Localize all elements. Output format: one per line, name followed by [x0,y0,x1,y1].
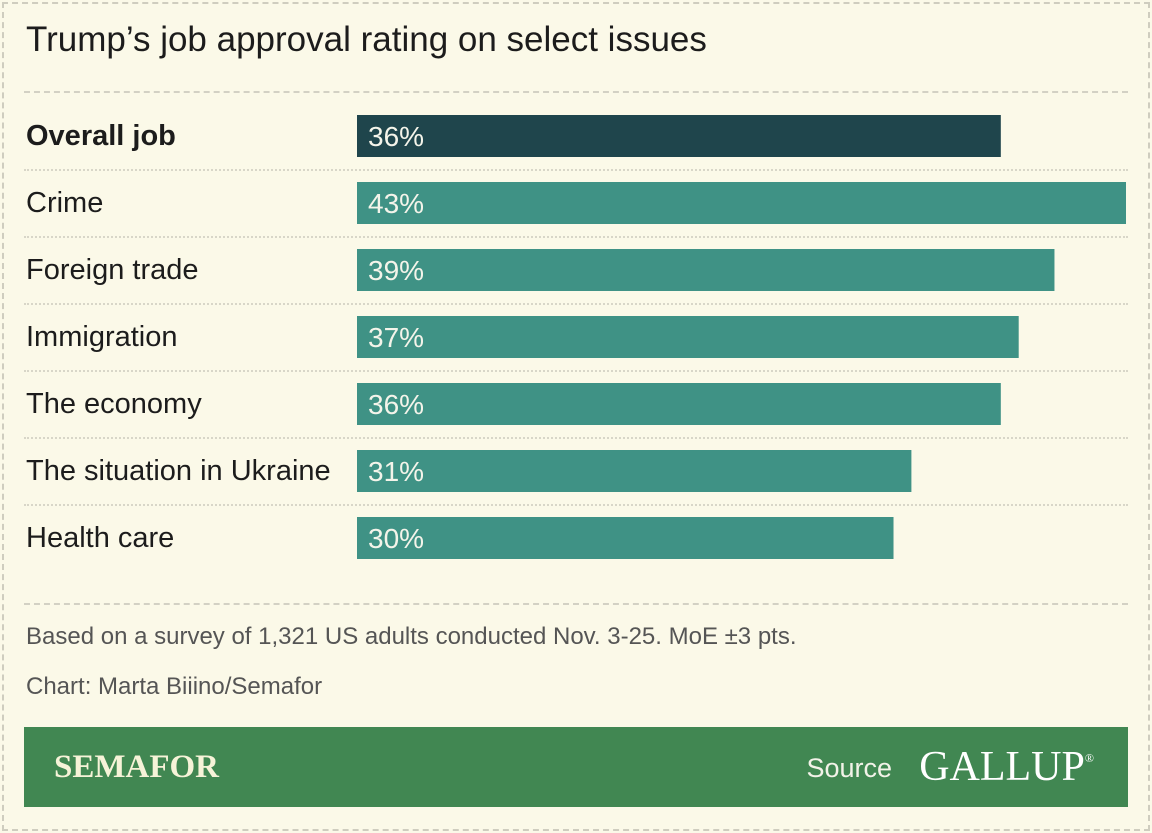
category-label: Immigration [26,321,178,353]
bar [357,383,1001,425]
value-label: 31% [368,456,424,487]
value-label: 37% [368,322,424,353]
value-label: 36% [368,121,424,152]
source-label: Source [806,753,892,783]
value-label: 43% [368,188,424,219]
semafor-logo: SEMAFOR [54,749,219,785]
row-separator [24,504,1128,506]
value-label: 39% [368,255,424,286]
registered-mark: ® [1084,751,1094,765]
row-separator [24,370,1128,372]
survey-note: Based on a survey of 1,321 US adults con… [26,623,797,650]
row-separator [24,303,1128,305]
bar [357,249,1055,291]
chart-credit: Chart: Marta Biiino/Semafor [26,673,323,700]
category-label: Foreign trade [26,254,199,286]
bar [357,115,1001,157]
bar [357,517,894,559]
category-label: Crime [26,187,104,219]
footer-banner: SEMAFOR Source GALLUP® [24,727,1128,807]
gallup-logo: GALLUP® [919,743,1094,791]
row-separator [24,236,1128,238]
bar [357,450,912,492]
value-label: 36% [368,389,424,420]
divider [24,91,1128,93]
row-separator [24,169,1128,171]
bar [357,316,1019,358]
value-label: 30% [368,523,424,554]
category-label: Overall job [26,120,176,152]
category-label: The situation in Ukraine [26,455,331,487]
row-separator [24,437,1128,439]
category-label: The economy [26,388,202,420]
source-name: GALLUP [919,744,1085,790]
divider [24,603,1128,605]
chart-title: Trump’s job approval rating on select is… [26,20,707,59]
bar [357,182,1126,224]
category-label: Health care [26,522,175,554]
